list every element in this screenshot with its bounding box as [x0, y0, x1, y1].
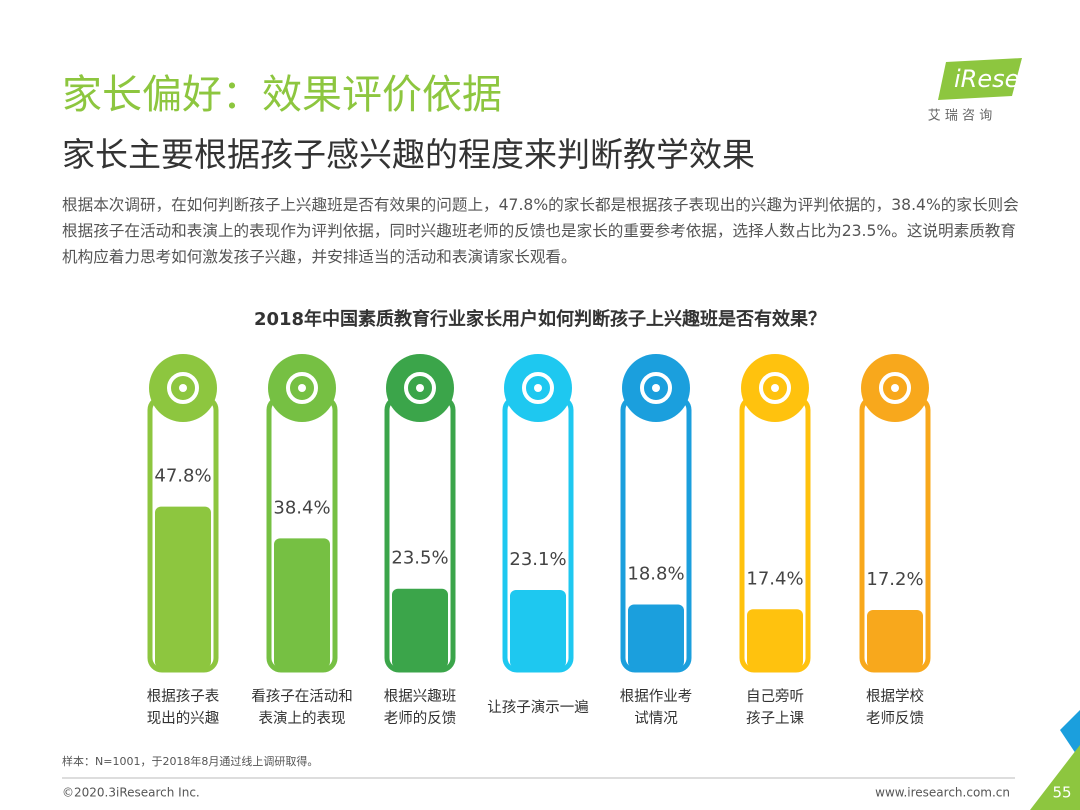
page-number: 55	[1052, 784, 1071, 802]
icon-dot	[416, 384, 424, 392]
icon	[286, 372, 318, 404]
value-label: 38.4%	[273, 497, 330, 518]
corner	[1030, 745, 1080, 810]
value-label: 47.8%	[154, 466, 211, 487]
bar	[510, 590, 566, 668]
category-label: 根据作业考 试情况	[619, 689, 693, 727]
bar	[392, 588, 448, 668]
value-label: 23.5%	[391, 548, 448, 569]
icon	[879, 372, 911, 404]
icon-dot	[891, 384, 899, 392]
bar	[274, 538, 330, 668]
value-label: 17.2%	[866, 569, 923, 590]
icon-dot	[771, 384, 779, 392]
category-label: 看孩子在活动和 表演上的表现	[251, 689, 353, 727]
body-text: 根据本次调研，在如何判断孩子上兴趣班是否有效果的问题上，47.8%的家长都是根据…	[62, 196, 1019, 266]
icon-dot	[652, 384, 660, 392]
url: www.iresearch.com.cn	[875, 786, 1010, 800]
icon-dot	[534, 384, 542, 392]
category-label: 根据孩子表 现出的兴趣	[146, 689, 220, 727]
icon-dot	[298, 384, 306, 392]
bar	[155, 506, 211, 668]
value-label: 17.4%	[746, 568, 803, 589]
corner-accent	[1060, 710, 1080, 760]
value-label: 23.1%	[509, 549, 566, 570]
copyright: ©2020.3iResearch Inc.	[62, 786, 200, 800]
logo-sub: 艾 瑞 咨 询	[928, 109, 992, 124]
logo-shape	[938, 58, 1022, 100]
icon-dot	[179, 384, 187, 392]
bar	[628, 604, 684, 668]
category-label: 根据兴趣班 老师的反馈	[383, 689, 457, 727]
value-label: 18.8%	[627, 564, 684, 585]
icon	[522, 372, 554, 404]
logo-name: iResearch	[954, 65, 1072, 93]
icon	[167, 372, 199, 404]
subtitle: 家长主要根据孩子感兴趣的程度来判断教学效果	[62, 135, 755, 174]
chart-title: 2018年中国素质教育行业家长用户如何判断孩子上兴趣班是否有效果？	[254, 308, 826, 330]
icon	[759, 372, 791, 404]
category-label: 根据学校 老师反馈	[866, 689, 924, 727]
category-label: 自己旁听 孩子上课	[746, 689, 804, 727]
title: 家长偏好：效果评价依据	[62, 72, 502, 118]
icon	[640, 372, 672, 404]
bar	[867, 609, 923, 668]
category-label: 让孩子演示一遍	[487, 700, 589, 716]
bar	[747, 609, 803, 668]
icon	[404, 372, 436, 404]
note: 样本：N=1001，于2018年8月通过线上调研取得。	[62, 754, 318, 768]
